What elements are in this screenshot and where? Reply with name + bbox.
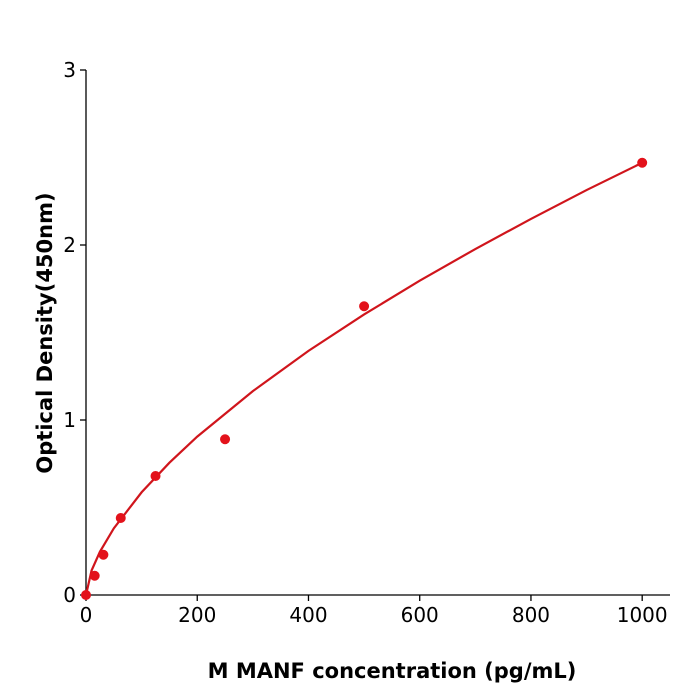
y-tick-label: 3 xyxy=(63,58,76,82)
x-tick-label: 400 xyxy=(289,603,327,627)
x-axis-label: M MANF concentration (pg/mL) xyxy=(208,659,577,683)
x-tick-label: 800 xyxy=(512,603,550,627)
data-point xyxy=(81,590,91,600)
data-point xyxy=(98,549,109,560)
data-point xyxy=(89,570,100,581)
y-tick-label: 1 xyxy=(63,408,76,432)
x-tick-label: 600 xyxy=(401,603,439,627)
data-point xyxy=(359,301,370,312)
x-tick-label: 1000 xyxy=(617,603,668,627)
y-axis-label: Optical Density(450nm) xyxy=(33,192,57,473)
x-tick-label: 200 xyxy=(178,603,216,627)
y-tick-label: 2 xyxy=(63,233,76,257)
data-point xyxy=(637,157,648,168)
data-point xyxy=(150,471,161,481)
x-tick-label: 0 xyxy=(80,603,93,627)
y-tick-label: 0 xyxy=(63,583,76,607)
data-point xyxy=(220,434,231,445)
data-point xyxy=(115,513,126,523)
fit-curve xyxy=(84,161,643,596)
